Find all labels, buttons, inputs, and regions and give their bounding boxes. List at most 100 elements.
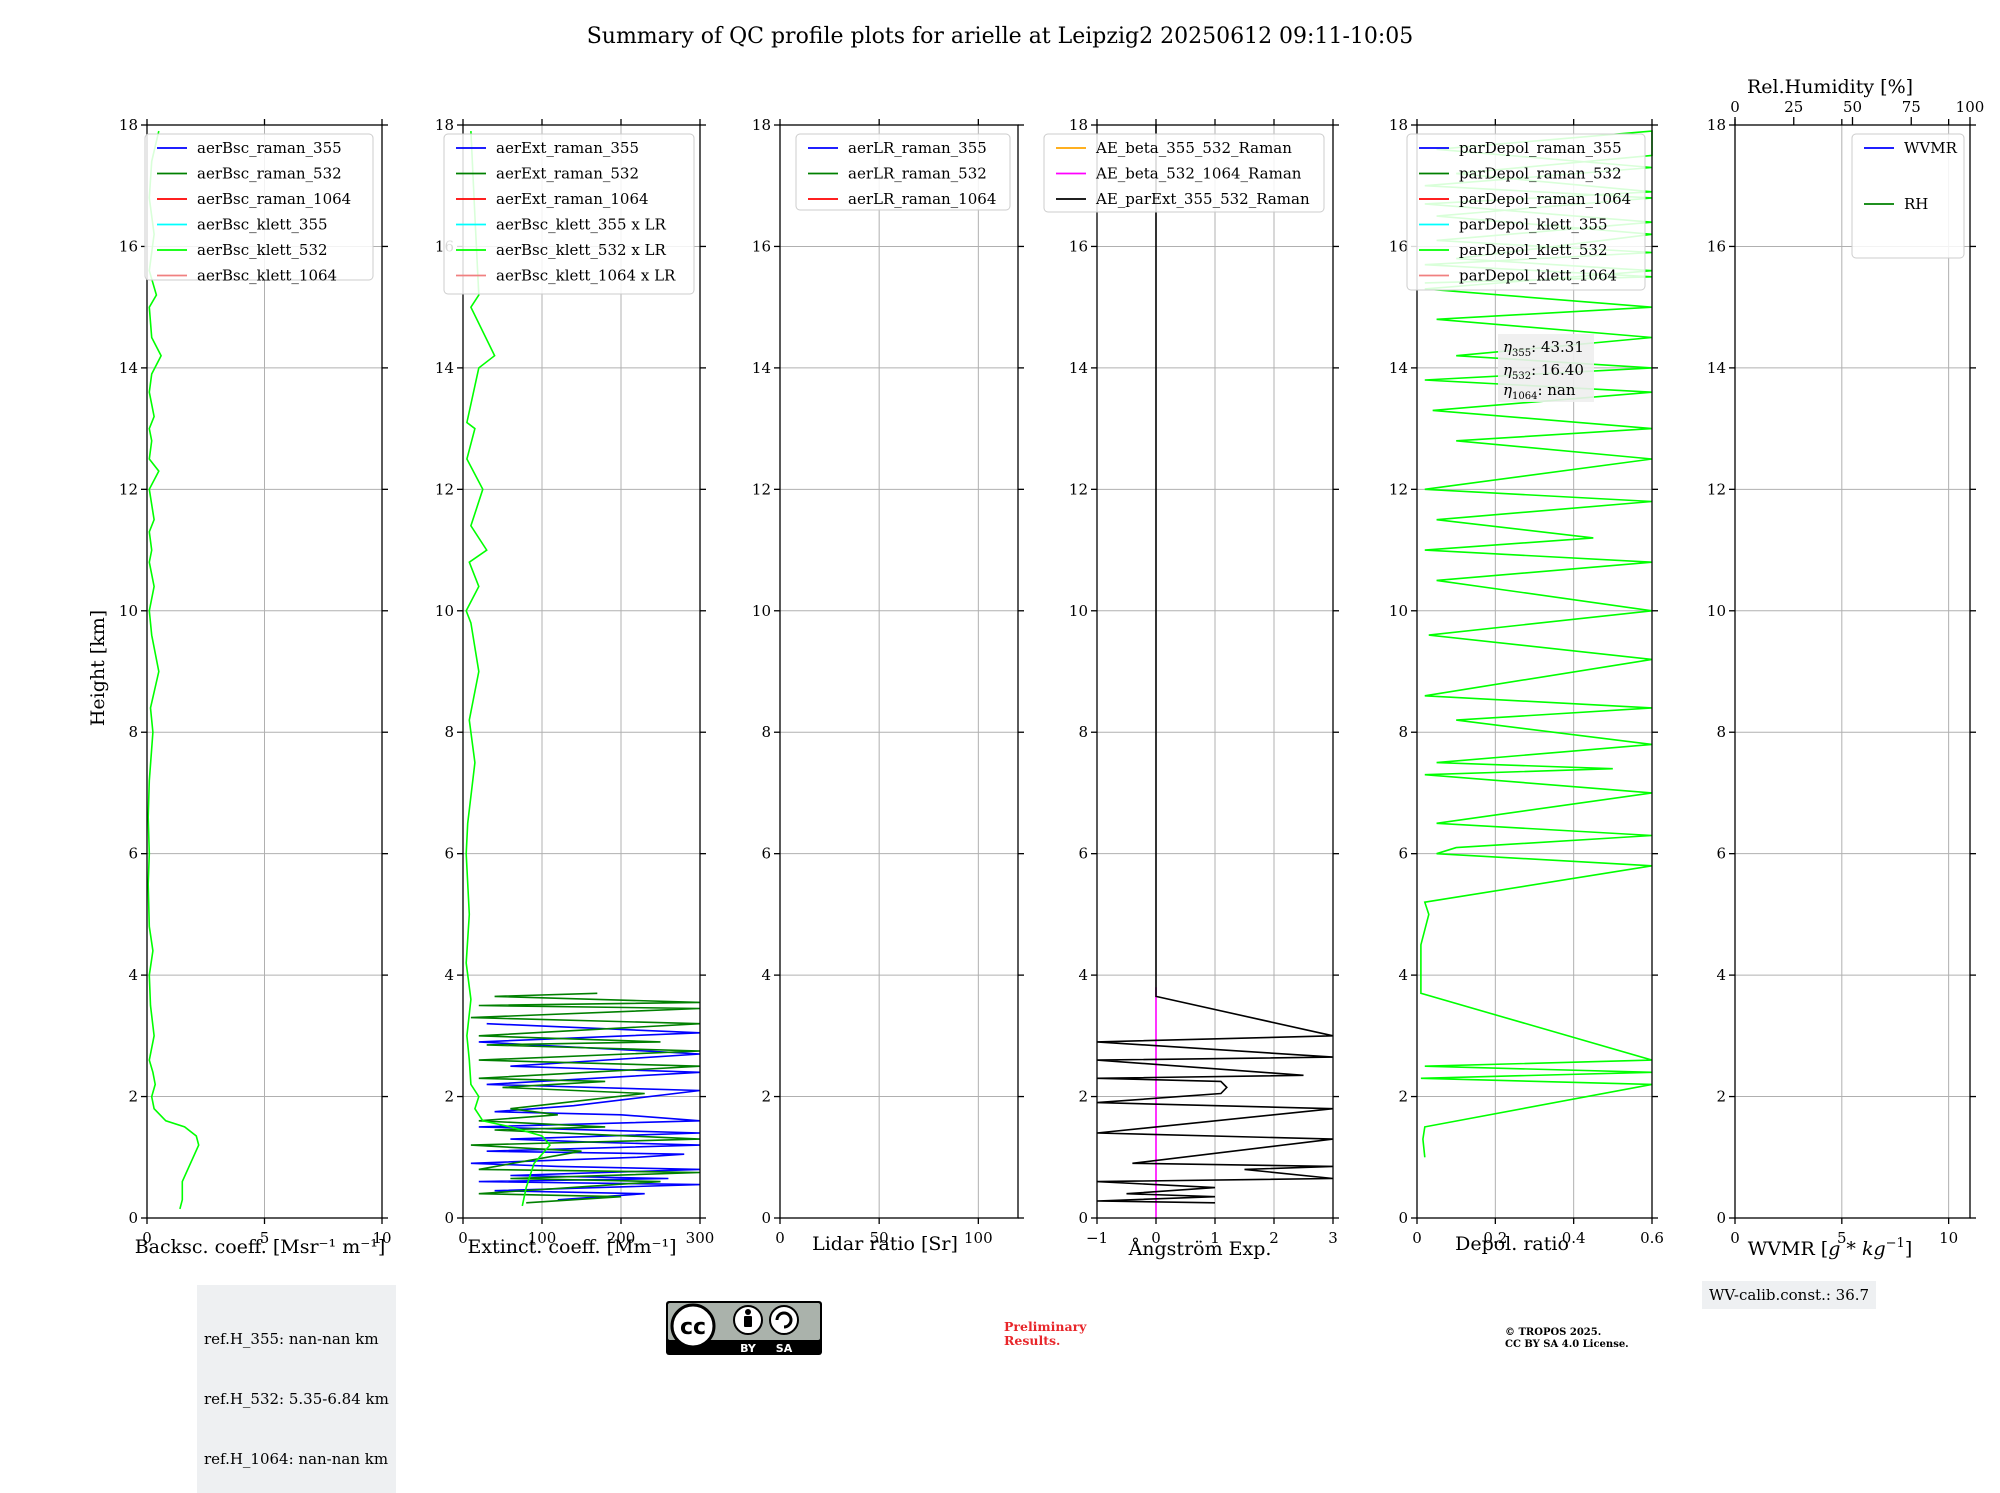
y-tick-label: 12 [1707,480,1726,498]
x-tick-label: 100 [528,1229,557,1247]
y-tick-label: 10 [435,602,454,620]
x2-tick-label: 75 [1902,98,1921,116]
x-tick-label: 0.2 [1483,1229,1507,1247]
eta355-value: : 43.31 [1531,338,1584,356]
x-tick-label: 5 [260,1229,270,1247]
y-tick-label: 8 [444,723,454,741]
legend-label: aerExt_raman_1064 [496,190,649,208]
y-tick-label: 16 [1707,237,1726,255]
y-tick-label: 10 [752,602,771,620]
y-tick-label: 2 [761,1088,771,1106]
y-tick-label: 14 [1069,359,1088,377]
eta532-value: : 16.40 [1531,361,1584,379]
y-tick-label: 4 [1716,966,1726,984]
y-tick-label: 10 [1389,602,1408,620]
y-tick-label: 6 [761,845,771,863]
x-tick-label: 1 [1210,1229,1220,1247]
x-tick-label: 0 [142,1229,152,1247]
y-tick-label: 18 [752,116,771,134]
reference-height-box: ref.H_355: nan-nan km ref.H_532: 5.35-6.… [197,1285,396,1493]
y-tick-label: 6 [1078,845,1088,863]
x2-tick-label: 0 [1730,98,1740,116]
y-tick-label: 2 [1078,1088,1088,1106]
x-tick-label: 10 [372,1229,391,1247]
series-aerBsc_klett_532 x LR [465,131,551,1207]
y-tick-label: 16 [1069,237,1088,255]
ticks-lidar-ratio: 0 2 4 6 8 10 12 14 16 18 0 50 100 [752,116,1024,1247]
copyright-line-1: © TROPOS 2025. [1505,1327,1602,1338]
y-tick-label: 8 [1398,723,1408,741]
y-tick-label: 14 [1389,359,1408,377]
preliminary-note: Preliminary Results. [1004,1320,1124,1348]
legend-lidar-ratio: aerLR_raman_355 aerLR_raman_532 aerLR_rama… [795,133,1011,211]
ref-height-355: ref.H_355: nan-nan km [204,1330,379,1348]
frame-lidar-ratio [779,124,1019,1219]
y-tick-label: 4 [761,966,771,984]
y-tick-label: 18 [1069,116,1088,134]
legend-label: aerExt_raman_532 [496,165,639,183]
legend-box [1043,133,1325,213]
y-tick-label: 8 [1716,723,1726,741]
xlabel-backscatter: Backsc. coeff. [Msr⁻¹ m⁻¹] [135,1236,386,1258]
y-tick-label: 18 [1707,116,1726,134]
frame-depolarization [1416,124,1653,1219]
y-tick-label: 0 [1078,1209,1088,1227]
legend-label: AE_beta_355_532_Raman [1095,139,1292,157]
panel-extinction: 0246810121416180100200300 Extinct. coeff… [435,116,714,1258]
series-angstrom [1096,125,1334,1218]
xlabel-wvmr: WVMR [g * kg−1] [1748,1236,1913,1260]
figure-title: Summary of QC profile plots for arielle … [587,24,1414,49]
height-axis-label: Height [km] [87,610,109,726]
x-tick-label: 300 [686,1229,715,1247]
legend-angstrom: AE_beta_355_532_Raman AE_beta_532_1064_Ra… [1043,133,1325,213]
legend-label: aerBsc_raman_532 [197,165,342,183]
y-tick-label: 18 [435,116,454,134]
y-tick-label: 12 [1389,480,1408,498]
x-tick-label: 0 [1730,1229,1740,1247]
x-tick-label: 0 [1151,1229,1161,1247]
y-tick-label: 12 [752,480,771,498]
y-tick-label: 8 [1078,723,1088,741]
x-tick-label: 2 [1269,1229,1279,1247]
series-AE_parExt_355_532_Raman [1096,125,1334,1204]
legend-label: parDepol_klett_1064 [1459,267,1617,285]
ticks-depolarization: 0 2 4 6 8 10 12 14 16 18 0 0.2 0.4 0.6 [1389,116,1664,1247]
cc-icon [670,1303,716,1349]
x-tick-label: −1 [1086,1229,1108,1247]
y-tick-label: 2 [1398,1088,1408,1106]
y-tick-label: 14 [119,359,138,377]
legend-label: aerBsc_klett_1064 [197,267,337,285]
legend-box [443,133,695,295]
y-tick-label: 0 [761,1209,771,1227]
legend-label: aerBsc_klett_355 [197,216,328,234]
y-tick-label: 4 [128,966,138,984]
y-tick-label: 2 [1716,1088,1726,1106]
preliminary-line-2: Results. [1004,1333,1061,1348]
series-backscatter [147,130,200,1210]
cc-license-badge: cc BY SA [666,1301,822,1355]
legend-label: RH [1904,195,1928,213]
y-tick-label: 0 [1398,1209,1408,1227]
legend-label: parDepol_klett_532 [1459,241,1608,259]
y-tick-label: 0 [128,1209,138,1227]
y-tick-label: 4 [1398,966,1408,984]
ref-height-1064: ref.H_1064: nan-nan km [204,1450,389,1468]
sa-label: SA [776,1342,793,1355]
legend-label: aerLR_raman_532 [848,165,987,183]
y-tick-label: 8 [761,723,771,741]
legend-label: aerLR_raman_355 [848,139,987,157]
x-tick-label: 50 [870,1229,889,1247]
series-aerBsc_klett_532 [147,130,200,1210]
y-tick-label: 10 [1707,602,1726,620]
y-tick-label: 16 [119,237,138,255]
y-tick-label: 6 [444,845,454,863]
xlabel-extinction: Extinct. coeff. [Mm⁻¹] [467,1236,676,1258]
eta1064-label: η1064: nan [1503,381,1576,402]
legend-extinction: aerExt_raman_355 aerExt_raman_532 aerExt_r… [443,133,695,295]
panel-lidar-ratio: 0 2 4 6 8 10 12 14 16 18 0 50 100 Lidar ratio [Sr] a… [752,116,1024,1255]
legend-wvmr: WVMR RH [1851,133,1965,259]
xlabel-depolarization: Depol. ratio [1455,1233,1569,1255]
